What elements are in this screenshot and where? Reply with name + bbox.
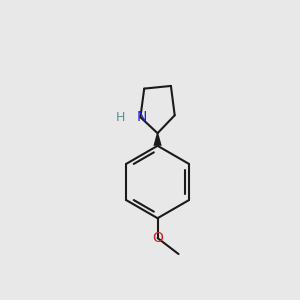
Text: O: O xyxy=(152,231,163,245)
Text: N: N xyxy=(136,110,147,124)
Polygon shape xyxy=(153,133,162,146)
Text: H: H xyxy=(116,112,125,124)
